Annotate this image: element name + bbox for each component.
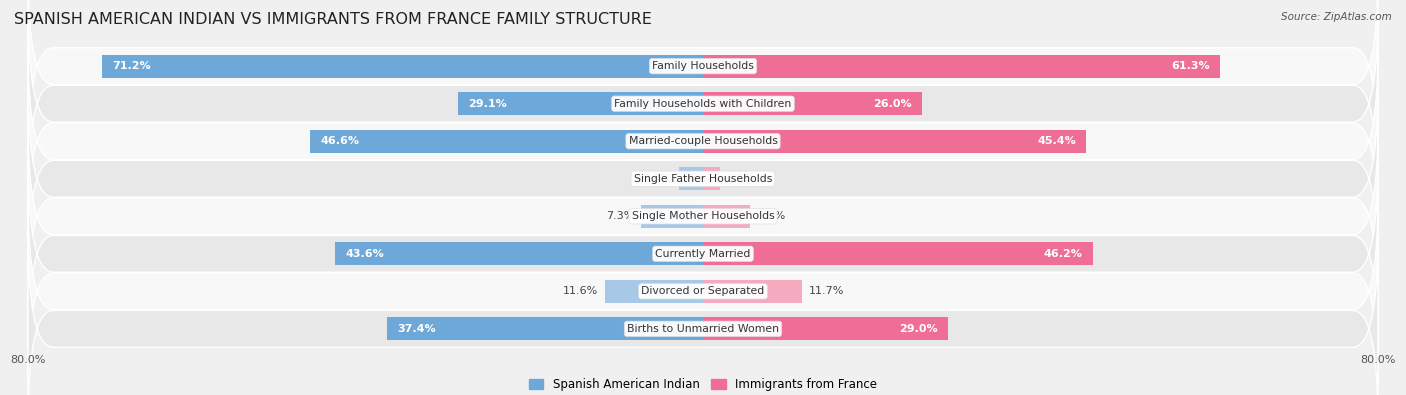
Text: 46.2%: 46.2% — [1043, 249, 1083, 259]
Bar — [388, 317, 703, 340]
Text: Single Father Households: Single Father Households — [634, 174, 772, 184]
Bar — [605, 280, 703, 303]
Bar — [457, 92, 703, 115]
Legend: Spanish American Indian, Immigrants from France: Spanish American Indian, Immigrants from… — [524, 373, 882, 395]
Text: 71.2%: 71.2% — [112, 61, 150, 71]
Text: Single Mother Households: Single Mother Households — [631, 211, 775, 221]
Bar — [103, 55, 703, 78]
Text: Family Households: Family Households — [652, 61, 754, 71]
Text: SPANISH AMERICAN INDIAN VS IMMIGRANTS FROM FRANCE FAMILY STRUCTURE: SPANISH AMERICAN INDIAN VS IMMIGRANTS FR… — [14, 12, 652, 27]
Text: 5.6%: 5.6% — [756, 211, 785, 221]
Bar — [703, 280, 801, 303]
FancyBboxPatch shape — [28, 85, 1378, 273]
FancyBboxPatch shape — [28, 160, 1378, 348]
FancyBboxPatch shape — [28, 9, 1378, 198]
Bar — [309, 130, 703, 153]
Text: 29.1%: 29.1% — [468, 99, 506, 109]
FancyBboxPatch shape — [28, 47, 1378, 235]
Text: Currently Married: Currently Married — [655, 249, 751, 259]
Text: 2.9%: 2.9% — [644, 174, 672, 184]
Text: 11.6%: 11.6% — [564, 286, 599, 296]
Text: Divorced or Separated: Divorced or Separated — [641, 286, 765, 296]
Text: 43.6%: 43.6% — [346, 249, 384, 259]
Text: 29.0%: 29.0% — [898, 324, 938, 334]
Bar — [335, 242, 703, 265]
Text: Births to Unmarried Women: Births to Unmarried Women — [627, 324, 779, 334]
Bar — [703, 130, 1085, 153]
Bar — [703, 317, 948, 340]
Text: Source: ZipAtlas.com: Source: ZipAtlas.com — [1281, 12, 1392, 22]
Text: Married-couple Households: Married-couple Households — [628, 136, 778, 146]
Text: 11.7%: 11.7% — [808, 286, 844, 296]
Bar — [703, 205, 751, 228]
Text: 46.6%: 46.6% — [321, 136, 359, 146]
FancyBboxPatch shape — [28, 235, 1378, 395]
Bar — [703, 167, 720, 190]
Bar — [679, 167, 703, 190]
Text: 7.3%: 7.3% — [606, 211, 634, 221]
Text: Family Households with Children: Family Households with Children — [614, 99, 792, 109]
Text: 61.3%: 61.3% — [1171, 61, 1211, 71]
Text: 37.4%: 37.4% — [398, 324, 436, 334]
FancyBboxPatch shape — [28, 0, 1378, 160]
Text: 45.4%: 45.4% — [1038, 136, 1076, 146]
Bar — [703, 55, 1220, 78]
Bar — [641, 205, 703, 228]
Text: 2.0%: 2.0% — [727, 174, 755, 184]
FancyBboxPatch shape — [28, 197, 1378, 386]
Bar — [703, 92, 922, 115]
FancyBboxPatch shape — [28, 122, 1378, 310]
Bar — [703, 242, 1092, 265]
Text: 26.0%: 26.0% — [873, 99, 912, 109]
